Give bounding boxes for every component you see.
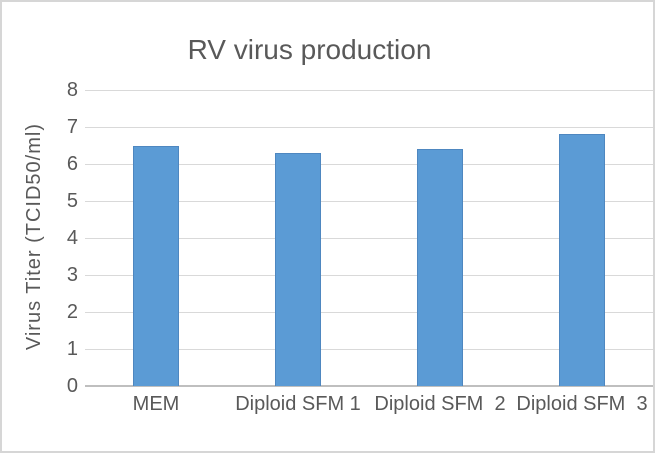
gridline-y3 [85, 275, 653, 276]
gridline-y8 [85, 90, 653, 91]
y-tick-label-8: 8 [66, 79, 78, 101]
gridline-y1 [85, 349, 653, 350]
gridline-y6 [85, 164, 653, 165]
gridline-y2 [85, 312, 653, 313]
y-tick-label-1: 1 [66, 338, 78, 360]
plot-area [85, 90, 653, 387]
y-tick-label-0: 0 [66, 375, 78, 397]
chart-title: RV virus production [187, 34, 432, 65]
gridline-y5 [85, 201, 653, 202]
x-category-label-diploid-sfm-3: Diploid SFM 3 [516, 393, 648, 415]
bar-mem [133, 145, 179, 386]
y-tick-label-5: 5 [66, 190, 78, 212]
y-tick-label-4: 4 [66, 227, 78, 249]
x-category-label-diploid-sfm-2: Diploid SFM 2 [374, 393, 506, 415]
x-category-label-diploid-sfm-1: Diploid SFM 1 [235, 393, 361, 415]
y-tick-label-6: 6 [66, 153, 78, 175]
gridline-y4 [85, 238, 653, 239]
y-tick-label-7: 7 [66, 116, 78, 138]
x-category-label-mem: MEM [132, 393, 180, 415]
y-tick-label-3: 3 [66, 264, 78, 286]
y-tick-label-2: 2 [66, 301, 78, 323]
bar-diploid-sfm-2 [417, 149, 463, 386]
bar-diploid-sfm-3 [559, 134, 605, 386]
bar-diploid-sfm-1 [275, 152, 321, 386]
x-axis-line [85, 385, 653, 387]
gridline-y7 [85, 127, 653, 128]
